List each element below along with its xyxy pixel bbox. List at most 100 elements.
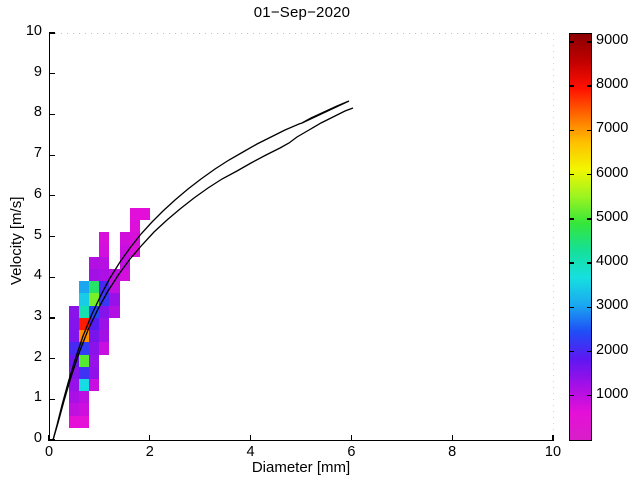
histogram-cell	[99, 330, 110, 343]
colorbar-tick	[569, 306, 574, 308]
x-tick-label: 6	[347, 444, 356, 460]
colorbar-tick	[587, 306, 592, 308]
histogram-cell	[99, 281, 110, 294]
x-tick-label: 2	[145, 444, 154, 460]
histogram-cell	[99, 317, 110, 331]
x-axis-label: Diameter [mm]	[251, 459, 351, 476]
axis-right-dotted	[553, 33, 554, 441]
histogram-cell	[99, 256, 110, 270]
colorbar-tick-label: 3000	[596, 297, 629, 314]
histogram-cell	[69, 378, 80, 392]
y-tick	[49, 317, 55, 319]
y-tick-label: 9	[33, 63, 42, 80]
histogram-cell	[69, 354, 80, 367]
y-tick-label: 6	[33, 185, 42, 202]
colorbar-tick-label: 7000	[596, 120, 629, 137]
histogram-cell	[89, 317, 100, 331]
histogram-cell	[99, 342, 110, 355]
histogram-cell	[89, 305, 100, 318]
histogram-cell	[99, 244, 110, 257]
histogram-cell	[129, 208, 140, 221]
histogram-cell	[69, 317, 80, 331]
x-tick	[48, 435, 50, 441]
y-tick-label: 3	[33, 307, 42, 324]
colorbar-tick	[587, 173, 592, 176]
colorbar-tick	[569, 350, 574, 353]
y-tick	[49, 358, 55, 360]
histogram-cell	[89, 378, 100, 392]
y-tick	[49, 73, 55, 75]
x-tick	[250, 435, 252, 441]
y-tick	[49, 439, 55, 441]
histogram-cell	[99, 269, 110, 282]
histogram-cell	[79, 403, 90, 416]
axis-bottom	[49, 440, 554, 442]
colorbar-tick	[569, 218, 574, 220]
histogram-cell	[89, 293, 100, 306]
y-tick-label: 5	[33, 226, 42, 243]
histogram-cell	[129, 244, 140, 257]
histogram-cell	[119, 232, 130, 245]
y-tick	[49, 195, 55, 197]
x-tick	[451, 435, 453, 441]
histogram-cell	[79, 293, 90, 306]
colorbar-tick	[569, 173, 574, 176]
histogram-cell	[79, 305, 90, 318]
histogram-cell	[99, 305, 110, 318]
y-tick-label: 8	[33, 104, 42, 121]
histogram-cell	[79, 330, 90, 343]
histogram-cell	[99, 293, 110, 306]
histogram-cell	[89, 330, 100, 343]
y-tick-label: 7	[33, 145, 42, 162]
colorbar-tick-label: 6000	[596, 164, 629, 181]
histogram-cell	[79, 366, 90, 379]
histogram-cell	[79, 378, 90, 392]
y-tick	[49, 113, 55, 116]
x-tick-label: 8	[448, 444, 457, 460]
colorbar-tick	[587, 129, 592, 132]
histogram-cell	[119, 244, 130, 257]
axis-top-dotted	[49, 33, 554, 34]
histogram-cell	[89, 269, 100, 282]
y-tick	[49, 154, 55, 156]
y-tick	[49, 32, 55, 34]
colorbar-tick	[569, 129, 574, 132]
histogram-cell	[109, 281, 120, 294]
colorbar-tick	[587, 262, 592, 264]
y-tick-label: 10	[25, 23, 42, 39]
y-tick-label: 1	[33, 389, 42, 406]
histogram-cell	[89, 354, 100, 367]
x-tick	[149, 435, 151, 441]
x-tick	[552, 435, 554, 441]
histogram-cell	[69, 305, 80, 318]
colorbar-tick	[587, 85, 592, 87]
colorbar-tick	[569, 395, 574, 397]
histogram-cell	[89, 342, 100, 355]
histogram-cell	[119, 256, 130, 270]
chart-title: 01−Sep−2020	[253, 4, 351, 21]
histogram-cell	[129, 232, 140, 245]
y-tick-label: 2	[33, 348, 42, 365]
histogram-cell	[79, 354, 90, 367]
histogram-cell	[69, 366, 80, 379]
x-tick-label: 10	[544, 444, 562, 460]
histogram-cell	[79, 317, 90, 331]
y-tick-label: 0	[33, 430, 42, 446]
colorbar-tick	[587, 218, 592, 220]
colorbar-gradient	[570, 34, 591, 440]
histogram-cell	[69, 415, 80, 428]
histogram-cell	[89, 256, 100, 270]
histogram-cell	[69, 330, 80, 343]
histogram-cell	[89, 366, 100, 379]
y-tick	[49, 276, 55, 278]
colorbar-tick-label: 9000	[596, 31, 629, 48]
colorbar-tick	[587, 395, 592, 397]
y-tick-label: 4	[33, 267, 42, 284]
histogram-cell	[79, 415, 90, 428]
histogram-cell	[109, 305, 120, 318]
histogram-cell	[69, 403, 80, 416]
colorbar-tick-label: 4000	[596, 253, 629, 270]
histogram-cell	[99, 232, 110, 245]
colorbar-tick-label: 5000	[596, 208, 629, 225]
